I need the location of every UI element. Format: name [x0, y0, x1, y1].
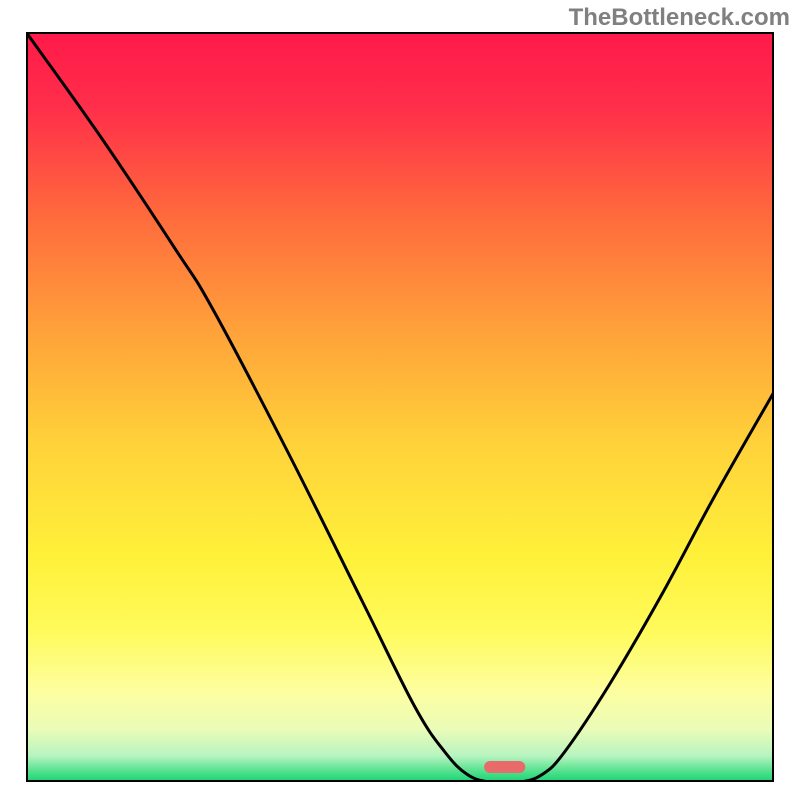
canvas: TheBottleneck.com — [0, 0, 800, 800]
optimum-marker — [484, 761, 525, 773]
watermark-text: TheBottleneck.com — [569, 4, 790, 32]
plot-area — [26, 32, 774, 782]
plot-background — [26, 32, 774, 782]
